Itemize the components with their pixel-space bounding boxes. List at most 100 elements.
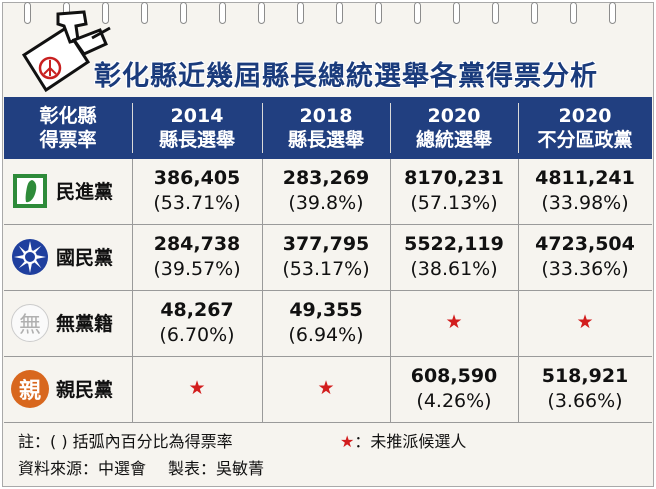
header-divider bbox=[390, 103, 391, 153]
party-name: 國民黨 bbox=[56, 247, 114, 269]
party-cell: 親 親民黨 bbox=[4, 357, 132, 420]
header-line: 2014 bbox=[170, 105, 224, 127]
binding-ring bbox=[414, 2, 421, 24]
vote-count: 283,269 bbox=[282, 166, 370, 189]
vote-share: (4.26%) bbox=[416, 389, 492, 412]
table-cell: 4811,241 (33.98%) bbox=[518, 159, 652, 222]
header-divider bbox=[518, 103, 519, 153]
party-name: 民進黨 bbox=[56, 181, 114, 203]
header-col-2018: 2018 縣長選舉 bbox=[262, 97, 390, 159]
header-col-2020-party: 2020 不分區政黨 bbox=[518, 97, 652, 159]
vote-share: (33.98%) bbox=[541, 191, 629, 214]
no-candidate-star-icon: ★ bbox=[188, 377, 206, 399]
binding-ring bbox=[375, 2, 382, 24]
table-cell: 518,921 (3.66%) bbox=[518, 357, 652, 420]
no-candidate-star-icon: ★ bbox=[317, 377, 335, 399]
vote-count: 4723,504 bbox=[535, 232, 635, 255]
header-line: 2020 bbox=[427, 105, 481, 127]
wu-character-icon: 無 bbox=[10, 303, 50, 343]
header-line: 得票率 bbox=[39, 129, 97, 151]
qin-character-icon: 親 bbox=[10, 369, 50, 409]
party-cell: 民進黨 bbox=[4, 159, 132, 222]
binding-ring bbox=[258, 2, 265, 24]
binding-ring bbox=[24, 2, 31, 24]
table-cell: 386,405 (53.71%) bbox=[132, 159, 262, 222]
vote-count: 608,590 bbox=[410, 364, 498, 387]
taiwan-map-icon bbox=[10, 171, 50, 211]
vote-count: 518,921 bbox=[541, 364, 629, 387]
binding-ring bbox=[453, 2, 460, 24]
vote-share: (6.94%) bbox=[288, 323, 364, 346]
table-cell: 5522,119 (38.61%) bbox=[390, 225, 518, 288]
header-divider bbox=[262, 103, 263, 153]
table-cell: ★ bbox=[390, 291, 518, 354]
binding-ring bbox=[219, 2, 226, 24]
header-divider bbox=[132, 103, 133, 153]
star-note-text: ：未推派候選人 bbox=[354, 432, 467, 451]
table-header: 彰化縣 得票率 2014 縣長選舉 2018 縣長選舉 2020 總統選舉 20… bbox=[4, 97, 652, 159]
party-name: 親民黨 bbox=[56, 379, 114, 401]
vote-share: (3.66%) bbox=[547, 389, 623, 412]
table-cell: 377,795 (53.17%) bbox=[262, 225, 390, 288]
no-candidate-star-icon: ★ bbox=[445, 311, 463, 333]
credits: 資料來源：中選會 製表：吳敏菁 bbox=[18, 455, 286, 479]
binding-ring bbox=[180, 2, 187, 24]
source-text: 資料來源：中選會 bbox=[18, 459, 147, 478]
logo-glyph: 無 bbox=[11, 303, 49, 342]
binding-ring bbox=[297, 2, 304, 24]
table-cell: 284,738 (39.57%) bbox=[132, 225, 262, 288]
column-divider bbox=[390, 159, 391, 423]
binding-ring bbox=[609, 2, 616, 24]
binding-ring bbox=[141, 2, 148, 24]
binding-ring bbox=[336, 2, 343, 24]
footnote-star: ★：未推派候選人 bbox=[340, 428, 466, 452]
vote-share: (57.13%) bbox=[410, 191, 498, 214]
header-col-2020-president: 2020 總統選舉 bbox=[390, 97, 518, 159]
table-cell: ★ bbox=[132, 357, 262, 420]
column-divider bbox=[518, 159, 519, 423]
table-row-kmt: 國民黨 284,738 (39.57%) 377,795 (53.17%) 55… bbox=[4, 225, 652, 288]
header-line: 2018 bbox=[299, 105, 353, 127]
column-divider bbox=[262, 159, 263, 423]
page-title: 彰化縣近幾屆縣長總統選舉各黨得票分析 bbox=[94, 61, 598, 92]
table-cell: 49,355 (6.94%) bbox=[262, 291, 390, 354]
party-name: 無黨籍 bbox=[56, 313, 114, 335]
vote-count: 49,355 bbox=[289, 298, 363, 321]
vote-count: 284,738 bbox=[153, 232, 241, 255]
party-cell: 國民黨 bbox=[4, 225, 132, 288]
header-line: 縣長選舉 bbox=[287, 129, 364, 151]
table-row-pfp: 親 親民黨 ★ ★ 608,590 (4.26%) 518,921 (3.66%… bbox=[4, 357, 652, 420]
binding-ring bbox=[102, 2, 109, 24]
vote-share: (39.57%) bbox=[153, 257, 241, 280]
table-row-dpp: 民進黨 386,405 (53.71%) 283,269 (39.8%) 817… bbox=[4, 159, 652, 222]
logo-glyph: 親 bbox=[11, 369, 49, 408]
star-icon: ★ bbox=[340, 432, 355, 451]
vote-share: (39.8%) bbox=[288, 191, 364, 214]
vote-count: 377,795 bbox=[282, 232, 370, 255]
header-line: 彰化縣 bbox=[39, 105, 97, 127]
header-line: 不分區政黨 bbox=[537, 129, 633, 151]
vote-share: (38.61%) bbox=[410, 257, 498, 280]
row-divider bbox=[4, 422, 652, 423]
vote-count: 48,267 bbox=[160, 298, 234, 321]
sun-emblem-icon bbox=[10, 237, 50, 277]
vote-share: (53.17%) bbox=[282, 257, 370, 280]
row-divider bbox=[4, 290, 652, 291]
ballot-box-hand-icon bbox=[21, 10, 111, 93]
binding-ring bbox=[570, 2, 577, 24]
spiral-binding bbox=[0, 0, 656, 32]
no-candidate-star-icon: ★ bbox=[576, 311, 594, 333]
table-cell: 283,269 (39.8%) bbox=[262, 159, 390, 222]
vote-share: (33.36%) bbox=[541, 257, 629, 280]
vote-count: 5522,119 bbox=[404, 232, 504, 255]
table-cell: 4723,504 (33.36%) bbox=[518, 225, 652, 288]
vote-share: (53.71%) bbox=[153, 191, 241, 214]
vote-share: (6.70%) bbox=[159, 323, 235, 346]
row-divider bbox=[4, 356, 652, 357]
table-row-independent: 無 無黨籍 48,267 (6.70%) 49,355 (6.94%) ★ ★ bbox=[4, 291, 652, 354]
vote-count: 4811,241 bbox=[535, 166, 635, 189]
header-col-2014: 2014 縣長選舉 bbox=[132, 97, 262, 159]
table-cell: ★ bbox=[262, 357, 390, 420]
maker-text: 製表：吳敏菁 bbox=[168, 459, 265, 478]
